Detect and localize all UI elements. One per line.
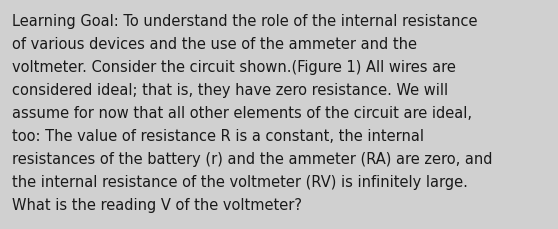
Text: considered ideal; that is, they have zero resistance. We will: considered ideal; that is, they have zer…	[12, 83, 448, 98]
Text: voltmeter. Consider the circuit shown.(Figure 1) All wires are: voltmeter. Consider the circuit shown.(F…	[12, 60, 456, 75]
Text: resistances of the battery (r) and the ammeter (RA) are zero, and: resistances of the battery (r) and the a…	[12, 151, 493, 166]
Text: Learning Goal: To understand the role of the internal resistance: Learning Goal: To understand the role of…	[12, 14, 478, 29]
Text: What is the reading V of the voltmeter?: What is the reading V of the voltmeter?	[12, 197, 302, 212]
Text: the internal resistance of the voltmeter (RV) is infinitely large.: the internal resistance of the voltmeter…	[12, 174, 468, 189]
Text: of various devices and the use of the ammeter and the: of various devices and the use of the am…	[12, 37, 417, 52]
Text: assume for now that all other elements of the circuit are ideal,: assume for now that all other elements o…	[12, 106, 472, 120]
Text: too: The value of resistance R is a constant, the internal: too: The value of resistance R is a cons…	[12, 128, 424, 143]
